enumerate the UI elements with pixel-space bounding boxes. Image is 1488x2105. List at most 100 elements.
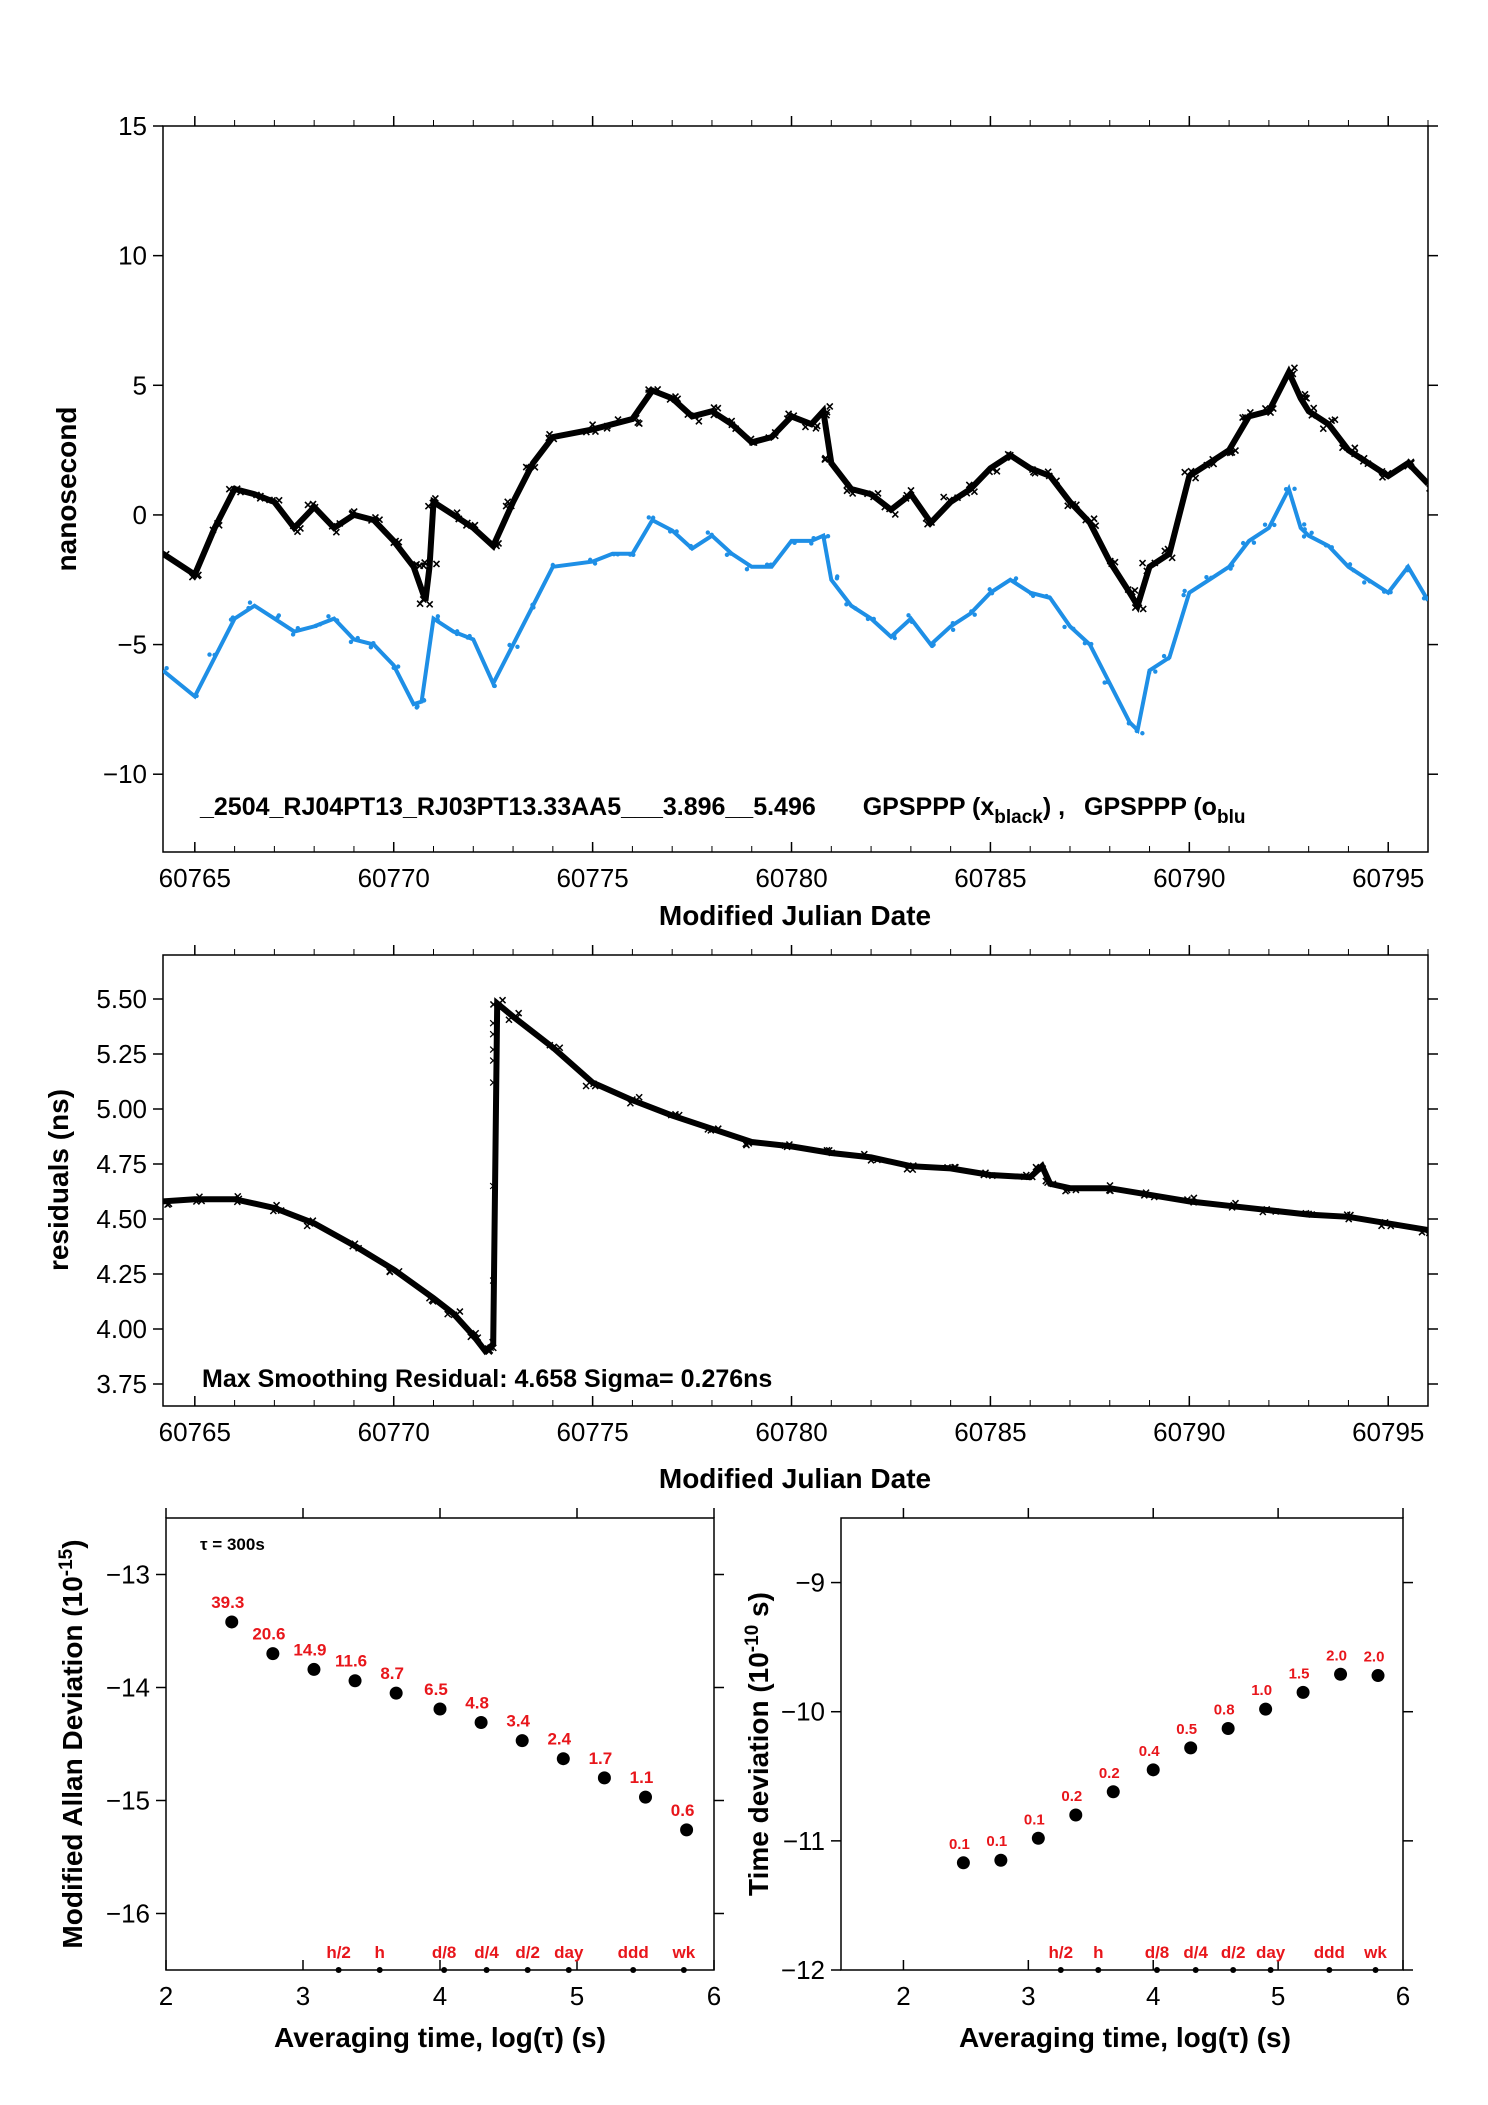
- data-point-blue: [929, 643, 935, 649]
- data-point-blue: [972, 612, 977, 617]
- time-marker-label: d/8: [1145, 1943, 1170, 1962]
- data-point-black: [328, 522, 336, 530]
- data-point: [1308, 1210, 1316, 1219]
- data-point-blue: [1347, 562, 1353, 567]
- outlier-point: [489, 1277, 497, 1285]
- data-point-black: [666, 395, 674, 404]
- data-point-black: [922, 514, 930, 523]
- data-point-blue: [950, 627, 956, 632]
- data-point-blue: [705, 530, 711, 535]
- data-point-black: [970, 488, 978, 496]
- time-marker-label: d/2: [515, 1943, 540, 1962]
- tau-note: τ = 300s: [200, 1535, 265, 1554]
- data-point-black: [332, 528, 340, 536]
- data-point: [1190, 1194, 1198, 1202]
- data-point-blue: [811, 536, 816, 541]
- data-point: [943, 1163, 952, 1171]
- legend-black-end: ) ,: [1043, 793, 1065, 821]
- data-point-blue: [1062, 624, 1067, 630]
- time-marker-dot: [680, 1967, 687, 1973]
- data-point-black: [1331, 416, 1339, 424]
- data-point-black: [1239, 413, 1247, 422]
- data-point-blue: [1329, 545, 1334, 550]
- data-point-black: [453, 509, 461, 517]
- time-marker-label: d/8: [432, 1943, 457, 1962]
- y-tick-label: −10: [781, 1697, 825, 1727]
- data-point-blue: [435, 614, 441, 619]
- data-point-black: [1072, 501, 1080, 509]
- deviation-point: [1221, 1722, 1235, 1736]
- data-point-blue: [969, 609, 974, 614]
- deviation-point: [266, 1647, 280, 1661]
- point-label: 0.1: [986, 1833, 1007, 1850]
- y-tick-label: 4.50: [96, 1204, 147, 1234]
- data-point-blue: [193, 693, 198, 698]
- data-point-blue: [1228, 566, 1233, 571]
- data-point-black: [591, 427, 599, 436]
- data-point-black: [375, 516, 384, 524]
- data-point-black: [1384, 469, 1392, 477]
- data-point-blue: [611, 551, 617, 557]
- data-point: [489, 1344, 497, 1352]
- data-point-black: [1407, 458, 1415, 466]
- data-point: [1346, 1211, 1354, 1219]
- data-point: [1259, 1208, 1267, 1216]
- data-point-blue: [1240, 540, 1246, 546]
- data-point-blue: [1362, 580, 1367, 585]
- y-tick-label: 4.75: [96, 1149, 147, 1179]
- data-point-black: [1231, 447, 1240, 455]
- time-marker-label: h: [375, 1943, 385, 1962]
- data-point: [1072, 1186, 1080, 1194]
- point-label: 0.6: [671, 1801, 695, 1820]
- point-label: 0.1: [949, 1836, 970, 1853]
- data-point-blue: [275, 615, 280, 620]
- data-point-black: [432, 560, 441, 568]
- data-point-black: [826, 402, 834, 411]
- data-point: [487, 1344, 495, 1352]
- data-point-black: [1338, 444, 1347, 452]
- plot-frame: [162, 954, 1429, 1407]
- data-point: [909, 1162, 917, 1170]
- data-point-black: [684, 410, 692, 419]
- data-point-blue: [371, 640, 376, 646]
- data-point-blue: [792, 540, 797, 546]
- data-point-blue: [1283, 486, 1289, 492]
- y-axis-ticks: 3.75 4.00 4.25 4.50 4.75 5.00 5.25 5.50: [96, 984, 1438, 1399]
- data-point-black: [903, 491, 911, 499]
- time-marker-dot: [483, 1967, 490, 1973]
- x-tick-label: 60780: [755, 1417, 827, 1447]
- data-point-black: [940, 493, 948, 501]
- x-tick-label: 6: [1396, 1981, 1410, 2011]
- data-point-black: [193, 572, 201, 580]
- y-tick-label: 3.75: [96, 1369, 147, 1399]
- data-point-black: [545, 434, 553, 442]
- data-point-black: [801, 423, 810, 431]
- y-tick-label: −13: [106, 1560, 150, 1590]
- data-point-black: [785, 410, 793, 418]
- deviation-point: [433, 1702, 447, 1716]
- data-point-black: [1143, 567, 1151, 575]
- residual-marks: [163, 996, 1428, 1355]
- data-point-black: [863, 490, 872, 498]
- data-point-blue: [1013, 576, 1019, 581]
- data-point-black: [822, 411, 831, 419]
- x-tick-label: 60795: [1352, 863, 1424, 893]
- data-point-black: [1044, 468, 1052, 476]
- time-marker-label: d/4: [474, 1943, 499, 1962]
- data-point-blue: [492, 683, 497, 689]
- data-point-black: [1124, 586, 1132, 594]
- x-tick-label: 5: [570, 1981, 584, 2011]
- x-tick-label: 60770: [358, 863, 430, 893]
- panel-residuals: 60765 60770 60775 60780 60785 60790 60795 3.75…: [43, 945, 1438, 1494]
- data-point-blue: [987, 587, 992, 592]
- time-marker-label: d/4: [1183, 1943, 1208, 1962]
- data-point-black: [188, 573, 196, 581]
- data-point-black: [463, 519, 471, 527]
- data-point-black: [989, 465, 997, 473]
- data-point-black: [654, 385, 662, 394]
- data-point: [309, 1217, 317, 1225]
- time-marker-dot: [1326, 1967, 1333, 1973]
- data-point: [269, 1207, 277, 1215]
- data-point-black: [419, 595, 427, 603]
